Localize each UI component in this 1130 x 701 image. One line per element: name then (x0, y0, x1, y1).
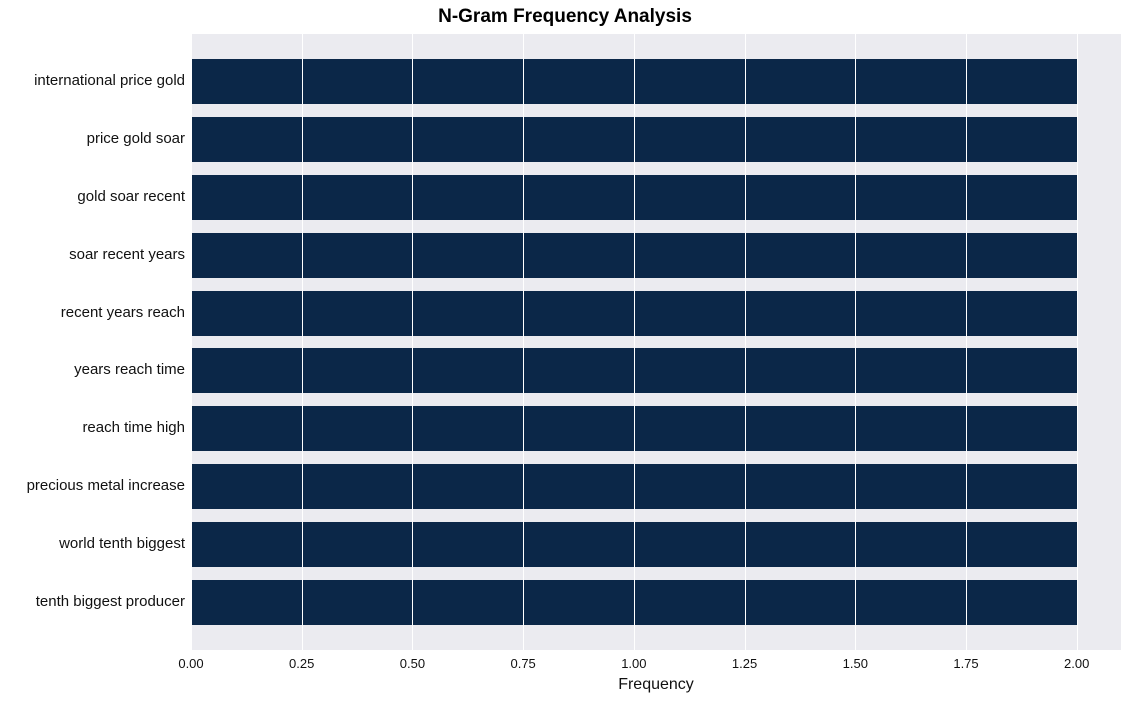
y-tick-label: international price gold (34, 72, 185, 89)
gridline (523, 34, 524, 650)
y-tick-label: soar recent years (69, 246, 185, 263)
plot-area (191, 34, 1121, 650)
gridline (745, 34, 746, 650)
x-tick-label: 1.00 (621, 656, 646, 671)
bar-slot (191, 111, 1121, 169)
bar-slot (191, 342, 1121, 400)
y-tick-label: world tenth biggest (59, 535, 185, 552)
y-tick-label: years reach time (74, 361, 185, 378)
bar-slot (191, 458, 1121, 516)
x-tick-label: 0.75 (510, 656, 535, 671)
y-tick-label: tenth biggest producer (36, 593, 185, 610)
x-tick-label: 1.75 (953, 656, 978, 671)
x-tick-label: 0.25 (289, 656, 314, 671)
bar-slot (191, 53, 1121, 111)
chart-title: N-Gram Frequency Analysis (0, 6, 1130, 28)
bar-slot (191, 400, 1121, 458)
x-axis-label: Frequency (191, 676, 1121, 694)
bars-container (191, 53, 1121, 631)
x-tick-label: 2.00 (1064, 656, 1089, 671)
bar-slot (191, 284, 1121, 342)
x-tick-label: 0.50 (400, 656, 425, 671)
gridline (302, 34, 303, 650)
x-tick-label: 1.25 (732, 656, 757, 671)
ngram-frequency-chart: N-Gram Frequency Analysis Frequency inte… (0, 0, 1130, 701)
bar-slot (191, 169, 1121, 227)
gridline (191, 34, 192, 650)
gridline (966, 34, 967, 650)
y-tick-label: reach time high (82, 419, 185, 436)
y-tick-label: price gold soar (87, 130, 185, 147)
bar-slot (191, 515, 1121, 573)
y-tick-label: precious metal increase (27, 477, 185, 494)
gridline (634, 34, 635, 650)
x-tick-label: 1.50 (843, 656, 868, 671)
gridline (855, 34, 856, 650)
x-tick-label: 0.00 (178, 656, 203, 671)
y-tick-label: gold soar recent (77, 188, 185, 205)
bar-slot (191, 226, 1121, 284)
gridline (1077, 34, 1078, 650)
gridline (412, 34, 413, 650)
y-tick-label: recent years reach (61, 304, 185, 321)
bar-slot (191, 573, 1121, 631)
